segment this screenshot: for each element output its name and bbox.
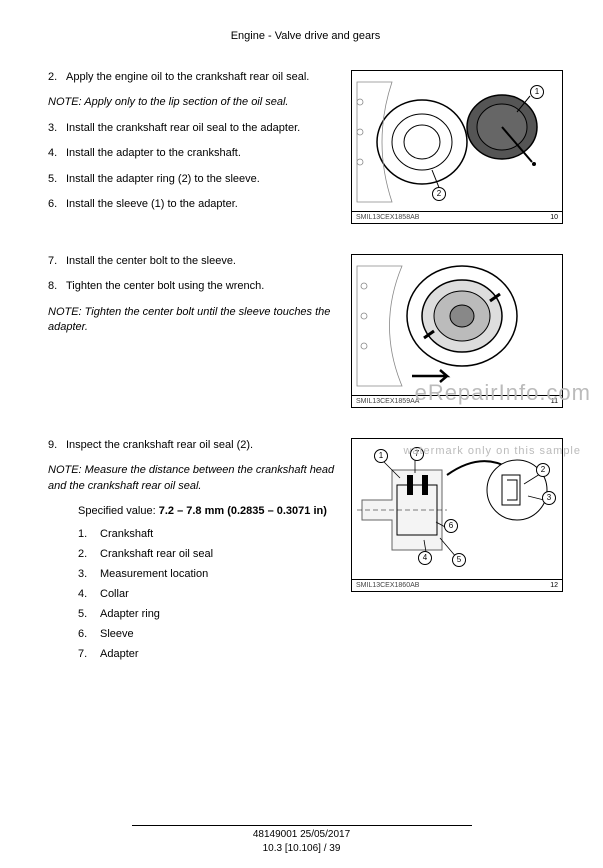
figure-num: 11 xyxy=(551,398,558,405)
step-number: 7. xyxy=(48,254,66,269)
step-text: Install the crankshaft rear oil seal to … xyxy=(66,121,300,136)
footer-line-1: 48149001 25/05/2017 xyxy=(0,828,603,842)
step-text: Apply the engine oil to the crankshaft r… xyxy=(66,70,309,85)
part-text: Collar xyxy=(100,588,129,600)
step-item: 5. Install the adapter ring (2) to the s… xyxy=(48,172,341,187)
callout-1: 1 xyxy=(530,85,544,99)
note-text: NOTE: Tighten the center bolt until the … xyxy=(48,305,341,336)
figure-2: SMIL13CEX1859AA 11 xyxy=(351,254,563,408)
step-number: 3. xyxy=(48,121,66,136)
spec-value: 7.2 – 7.8 mm (0.2835 – 0.3071 in) xyxy=(159,505,327,517)
step-text: Inspect the crankshaft rear oil seal (2)… xyxy=(66,438,253,453)
step-text: Install the center bolt to the sleeve. xyxy=(66,254,236,269)
callout: 3 xyxy=(542,491,556,505)
step-item: 7. Install the center bolt to the sleeve… xyxy=(48,254,341,269)
figure-3: 1 7 2 3 4 5 6 SMIL13CEX1860AB 12 xyxy=(351,438,563,592)
part-num: 7. xyxy=(78,648,100,660)
header-title: Engine - Valve drive and gears xyxy=(231,30,381,42)
step-item: 2. Apply the engine oil to the crankshaf… xyxy=(48,70,341,85)
figure-code: SMIL13CEX1859AA xyxy=(356,398,419,405)
step-text: Install the adapter ring (2) to the slee… xyxy=(66,172,260,187)
part-text: Sleeve xyxy=(100,628,134,640)
part-num: 1. xyxy=(78,528,100,540)
part-text: Adapter xyxy=(100,648,139,660)
figure-num: 12 xyxy=(550,582,558,589)
spec-line: Specified value: 7.2 – 7.8 mm (0.2835 – … xyxy=(78,504,341,519)
callout: 4 xyxy=(418,551,432,565)
part-item: 4.Collar xyxy=(78,588,341,600)
note-text: NOTE: Apply only to the lip section of t… xyxy=(48,95,341,110)
part-item: 2.Crankshaft rear oil seal xyxy=(78,548,341,560)
figure-num: 10 xyxy=(550,214,558,221)
part-num: 5. xyxy=(78,608,100,620)
page-footer: 48149001 25/05/2017 10.3 [10.106] / 39 xyxy=(0,825,603,856)
part-num: 3. xyxy=(78,568,100,580)
part-item: 5.Adapter ring xyxy=(78,608,341,620)
part-text: Measurement location xyxy=(100,568,208,580)
step-item: 4. Install the adapter to the crankshaft… xyxy=(48,146,341,161)
page-header: Engine - Valve drive and gears xyxy=(48,30,563,42)
figure-2-svg xyxy=(352,256,562,394)
spec-label: Specified value: xyxy=(78,505,159,517)
part-item: 7.Adapter xyxy=(78,648,341,660)
section-1: 2. Apply the engine oil to the crankshaf… xyxy=(48,70,563,224)
step-number: 4. xyxy=(48,146,66,161)
callout: 7 xyxy=(410,447,424,461)
part-text: Crankshaft xyxy=(100,528,153,540)
step-number: 8. xyxy=(48,279,66,294)
section-2-text: 7. Install the center bolt to the sleeve… xyxy=(48,254,351,408)
step-item: 6. Install the sleeve (1) to the adapter… xyxy=(48,197,341,212)
part-text: Adapter ring xyxy=(100,608,160,620)
step-text: Install the sleeve (1) to the adapter. xyxy=(66,197,238,212)
section-2: 7. Install the center bolt to the sleeve… xyxy=(48,254,563,408)
step-number: 6. xyxy=(48,197,66,212)
callout: 5 xyxy=(452,553,466,567)
step-number: 9. xyxy=(48,438,66,453)
part-item: 1.Crankshaft xyxy=(78,528,341,540)
callout: 1 xyxy=(374,449,388,463)
figure-code: SMIL13CEX1860AB xyxy=(356,582,419,589)
callout: 2 xyxy=(536,463,550,477)
part-num: 2. xyxy=(78,548,100,560)
part-text: Crankshaft rear oil seal xyxy=(100,548,213,560)
footer-line-2: 10.3 [10.106] / 39 xyxy=(0,842,603,856)
step-item: 9. Inspect the crankshaft rear oil seal … xyxy=(48,438,341,453)
step-item: 3. Install the crankshaft rear oil seal … xyxy=(48,121,341,136)
callout-2: 2 xyxy=(432,187,446,201)
step-text: Tighten the center bolt using the wrench… xyxy=(66,279,264,294)
step-number: 2. xyxy=(48,70,66,85)
step-number: 5. xyxy=(48,172,66,187)
part-num: 4. xyxy=(78,588,100,600)
figure-code: SMIL13CEX1858AB xyxy=(356,214,419,221)
section-3-text: 9. Inspect the crankshaft rear oil seal … xyxy=(48,438,351,668)
step-item: 8. Tighten the center bolt using the wre… xyxy=(48,279,341,294)
note-text: NOTE: Measure the distance between the c… xyxy=(48,463,341,494)
section-3: 9. Inspect the crankshaft rear oil seal … xyxy=(48,438,563,668)
section-1-text: 2. Apply the engine oil to the crankshaf… xyxy=(48,70,351,224)
part-num: 6. xyxy=(78,628,100,640)
callout: 6 xyxy=(444,519,458,533)
step-text: Install the adapter to the crankshaft. xyxy=(66,146,241,161)
part-item: 6.Sleeve xyxy=(78,628,341,640)
part-item: 3.Measurement location xyxy=(78,568,341,580)
figure-1: 1 2 SMIL13CEX1858AB 10 xyxy=(351,70,563,224)
